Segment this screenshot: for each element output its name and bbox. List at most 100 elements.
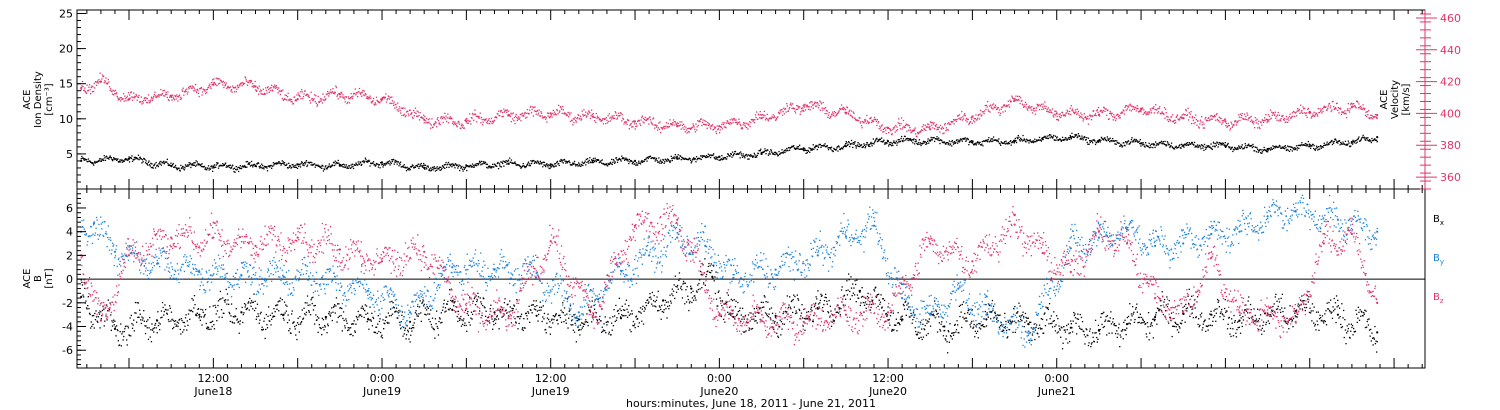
data-point (992, 140, 994, 142)
data-point (170, 96, 173, 98)
data-point (836, 147, 838, 149)
data-point (855, 145, 857, 147)
data-point (1010, 101, 1012, 103)
data-point (223, 86, 225, 89)
data-point (764, 115, 766, 117)
data-point (276, 308, 278, 310)
data-point (133, 92, 135, 94)
data-point (209, 167, 211, 169)
data-point (329, 89, 332, 91)
data-point (599, 161, 602, 163)
data-point (314, 94, 316, 96)
data-point (106, 155, 108, 157)
data-point (302, 163, 305, 165)
data-point (901, 117, 903, 119)
data-point (708, 123, 710, 125)
data-point (81, 80, 84, 83)
data-point (704, 155, 706, 157)
data-point (163, 160, 165, 162)
data-point (1074, 109, 1077, 111)
data-point (92, 323, 94, 326)
data-point (1192, 143, 1194, 145)
data-point (428, 168, 431, 170)
data-point (375, 164, 377, 166)
data-point (199, 164, 201, 167)
data-point (248, 163, 250, 165)
data-point (1261, 151, 1263, 153)
data-point (781, 151, 784, 154)
data-point (1251, 119, 1253, 121)
data-point (159, 163, 161, 165)
data-point (462, 170, 464, 172)
data-point (1097, 111, 1099, 113)
data-point (777, 116, 779, 118)
data-point (736, 153, 738, 156)
data-point (643, 122, 645, 124)
data-point (299, 164, 301, 166)
data-point (81, 85, 83, 87)
data-point (572, 162, 574, 164)
data-point (309, 102, 312, 104)
data-point (1270, 117, 1272, 119)
data-point (1199, 123, 1201, 125)
data-point (1164, 117, 1166, 119)
data-point (233, 170, 235, 173)
data-point (614, 111, 616, 113)
data-point (128, 334, 131, 337)
data-point (555, 114, 557, 116)
data-point (349, 98, 351, 100)
data-point (893, 140, 895, 142)
data-point (1320, 109, 1322, 111)
data-point (859, 117, 861, 119)
data-point (398, 162, 401, 164)
data-point (817, 103, 819, 105)
data-point (800, 111, 802, 113)
data-point (450, 163, 452, 165)
data-point (793, 145, 795, 147)
data-point (1178, 119, 1180, 121)
data-point (612, 116, 614, 119)
data-point (1066, 139, 1068, 141)
data-point (1048, 135, 1050, 137)
data-point (226, 165, 228, 167)
data-point (1319, 146, 1321, 148)
data-point (1017, 98, 1019, 101)
data-point (606, 122, 609, 124)
data-point (536, 162, 538, 164)
data-point (502, 160, 504, 162)
data-point (253, 309, 256, 312)
data-point (671, 124, 673, 126)
data-point (83, 158, 85, 160)
data-point (418, 119, 421, 121)
data-point (1294, 115, 1296, 118)
data-point (368, 96, 371, 99)
data-point (261, 167, 263, 169)
data-point (156, 332, 158, 334)
data-point (1331, 143, 1334, 146)
data-point (1106, 136, 1108, 138)
data-point (862, 145, 864, 148)
data-point (174, 323, 176, 325)
data-point (104, 80, 106, 82)
data-point (863, 121, 865, 124)
data-point (221, 316, 223, 318)
data-point (662, 127, 664, 129)
data-point (552, 164, 554, 167)
data-point (362, 307, 364, 309)
data-point (1133, 141, 1135, 143)
data-point (1278, 144, 1281, 147)
data-point (1138, 140, 1140, 142)
data-point (581, 161, 583, 163)
data-point-anchor (1376, 113, 1379, 117)
data-point (316, 105, 318, 107)
data-point (829, 117, 831, 119)
data-point (453, 124, 455, 126)
data-point (116, 159, 118, 161)
data-point (817, 145, 819, 147)
data-point (306, 165, 308, 168)
data-point (337, 303, 339, 305)
data-point (679, 121, 681, 123)
data-point (277, 301, 279, 303)
data-point (520, 166, 523, 168)
data-point (150, 329, 152, 331)
